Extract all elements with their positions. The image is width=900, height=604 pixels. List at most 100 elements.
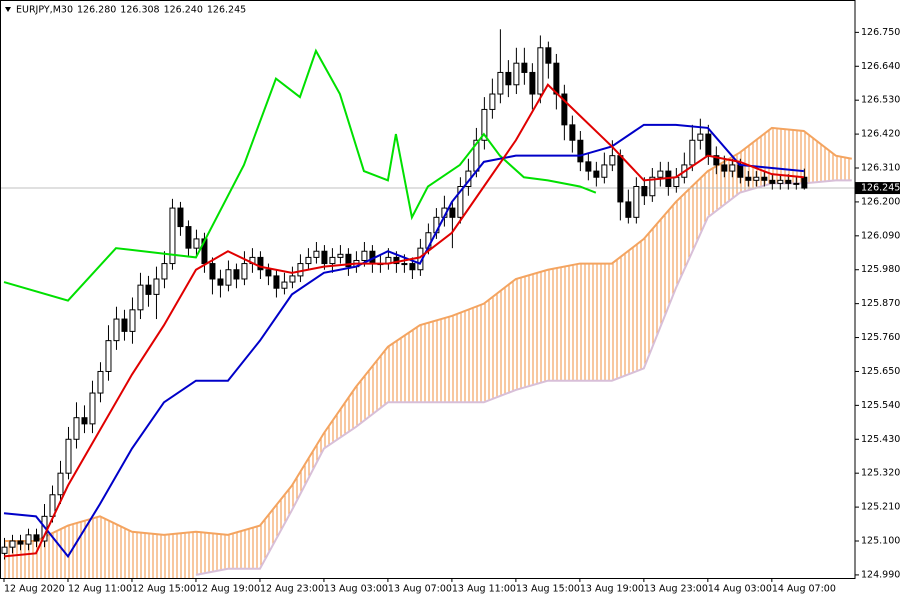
x-tick-label: 13 Aug 07:00 <box>388 584 452 595</box>
candle-body <box>345 253 352 268</box>
header-text: 126.245 <box>207 5 246 16</box>
candle-body <box>329 256 336 265</box>
candle-body <box>81 417 88 425</box>
x-tick-label: 13 Aug 19:00 <box>580 584 644 595</box>
last-price-box <box>855 182 900 195</box>
x-tick-label: 13 Aug 11:00 <box>452 584 516 595</box>
x-tick-label: 14 Aug 03:00 <box>708 584 772 595</box>
y-tick-label: 125.980 <box>861 264 900 275</box>
candle-body <box>257 256 264 271</box>
candle-body <box>649 176 656 197</box>
candle-body <box>281 281 288 289</box>
candle-body <box>409 263 416 271</box>
candle-body <box>505 71 512 86</box>
candle-body <box>305 256 312 265</box>
candle-body <box>401 263 408 266</box>
candle-body <box>785 179 792 184</box>
candle-body <box>745 176 752 181</box>
candle-body <box>521 62 528 73</box>
y-tick-label: 126.310 <box>861 163 900 174</box>
candle-body <box>585 161 592 172</box>
indicator-line <box>3 123 804 559</box>
candle-body <box>105 340 112 372</box>
y-tick-label: 126.090 <box>861 230 900 241</box>
candle-body <box>545 47 552 64</box>
candle-body <box>801 176 808 189</box>
candle-body <box>689 139 696 166</box>
candle-body <box>265 269 272 277</box>
candle-body <box>177 207 184 228</box>
x-tick-label: 12 Aug 15:00 <box>132 584 196 595</box>
candle-body <box>137 284 144 311</box>
x-tick-label: 12 Aug 2020 <box>4 584 65 595</box>
candle-body <box>553 62 560 95</box>
candle-body <box>513 62 520 86</box>
header-text: 126.308 <box>120 5 159 16</box>
candle-body <box>337 253 344 258</box>
header-icon <box>5 7 11 12</box>
candle-body <box>713 155 720 166</box>
x-tick-label: 14 Aug 07:00 <box>772 584 836 595</box>
candle-body <box>593 170 600 178</box>
y-tick-label: 125.210 <box>861 502 900 513</box>
y-tick-label: 125.650 <box>861 366 900 377</box>
candle-body <box>193 238 200 249</box>
candle-body <box>769 179 776 184</box>
candle-body <box>641 186 648 197</box>
candle-body <box>529 71 536 95</box>
candle-body <box>153 278 160 295</box>
x-tick-label: 13 Aug 15:00 <box>516 584 580 595</box>
candle-body <box>161 263 168 280</box>
candle-body <box>225 269 232 286</box>
candle-body <box>577 139 584 163</box>
header-text: 126.240 <box>164 5 203 16</box>
candle-body <box>537 47 544 95</box>
y-tick-label: 125.540 <box>861 400 900 411</box>
candle-body <box>233 269 240 280</box>
plot-area <box>0 29 855 578</box>
x-tick-label: 13 Aug 23:00 <box>644 584 708 595</box>
indicator-line <box>3 83 804 558</box>
candle-body <box>33 534 40 542</box>
header-text: 126.280 <box>77 5 116 16</box>
candle-body <box>721 164 728 172</box>
candle-body <box>73 417 80 440</box>
candle-body <box>113 318 120 342</box>
x-tick-label: 13 Aug 03:00 <box>324 584 388 595</box>
candle-body <box>737 164 744 178</box>
candle-body <box>9 540 16 548</box>
x-tick-label: 12 Aug 19:00 <box>196 584 260 595</box>
y-tick-label: 125.430 <box>861 434 900 445</box>
candle-body <box>449 207 456 218</box>
candle-body <box>793 182 800 185</box>
candle-body <box>777 179 784 184</box>
candle-body <box>729 164 736 172</box>
candle-body <box>25 534 32 545</box>
y-tick-label: 125.320 <box>861 468 900 479</box>
candle-body <box>609 155 616 166</box>
candle-body <box>217 278 224 286</box>
candle-body <box>289 275 296 283</box>
y-tick-label: 126.420 <box>861 129 900 140</box>
y-tick-label: 125.100 <box>861 536 900 547</box>
candle-body <box>297 263 304 277</box>
candle-body <box>17 540 24 545</box>
candle-body <box>481 108 488 141</box>
candle-body <box>169 207 176 265</box>
candle-body <box>489 93 496 110</box>
candle-body <box>625 201 632 218</box>
candle-body <box>761 176 768 181</box>
y-tick-label: 126.640 <box>861 61 900 72</box>
candle-body <box>241 263 248 280</box>
y-tick-label: 125.760 <box>861 332 900 343</box>
candle-body <box>185 226 192 249</box>
candle-body <box>65 438 72 474</box>
candle-body <box>273 275 280 289</box>
candle-body <box>121 318 128 332</box>
candle-body <box>561 93 568 126</box>
candle-body <box>657 170 664 178</box>
y-tick-label: 125.870 <box>861 298 900 309</box>
y-tick-label: 124.990 <box>861 569 900 580</box>
y-tick-label: 126.750 <box>861 27 900 38</box>
candle-body <box>129 309 136 332</box>
